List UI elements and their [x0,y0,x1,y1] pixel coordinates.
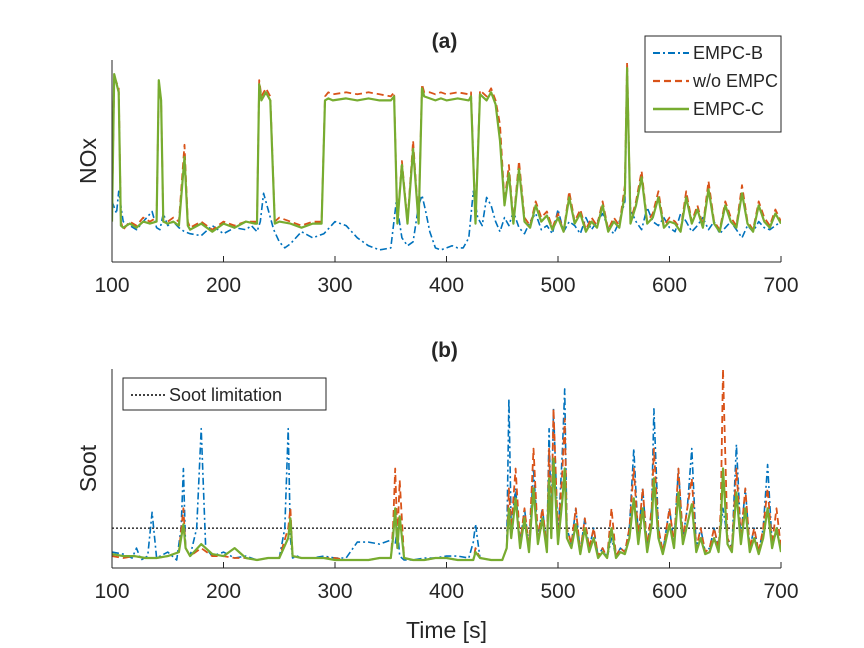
x-tick-label: 700 [763,580,798,603]
legend-label-soot-limitation: Soot limitation [169,385,282,405]
y-axis-label: NOx [75,138,101,185]
legend-box [644,35,782,133]
x-tick-label: 400 [429,274,464,297]
series-line-empc-b [112,388,781,561]
x-tick-label: 300 [317,274,352,297]
x-axis-label: Time [s] [406,617,487,643]
chart-title: (a) [432,30,458,53]
x-tick-label: 600 [652,580,687,603]
x-tick-label: 700 [763,274,798,297]
x-tick-label: 300 [317,580,352,603]
legend-label-empc-b: EMPC-B [693,43,763,63]
x-tick-label: 500 [540,274,575,297]
x-tick-label: 400 [429,580,464,603]
y-axis-label: Soot [75,444,101,492]
x-tick-label: 200 [206,274,241,297]
x-tick-label: 100 [94,580,129,603]
x-tick-label: 200 [206,580,241,603]
series-line-empc-b [112,79,781,251]
series-line-w-o-empc [112,61,781,233]
x-tick-label: 100 [94,274,129,297]
x-tick-label: 600 [652,274,687,297]
legend-label-empc-c: EMPC-C [693,99,764,119]
series-line-empc-c [112,457,781,562]
chart-title: (b) [431,339,458,362]
series-line-empc-c [112,67,781,233]
x-tick-label: 500 [540,580,575,603]
legend-label-w-o-empc: w/o EMPC [692,71,778,91]
